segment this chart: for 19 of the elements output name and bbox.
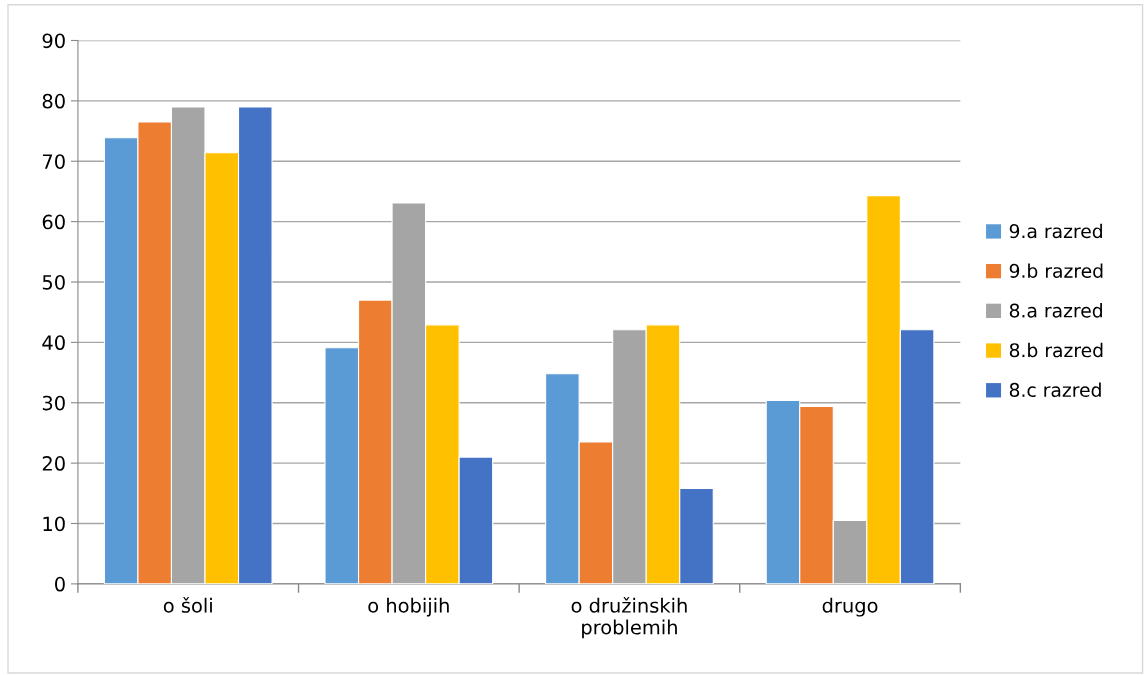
y-tick-label: 60 (42, 214, 65, 230)
x-tick-label: o hobijih (368, 597, 449, 617)
x-tick-label: o šoli (163, 596, 212, 613)
y-tick-label: 0 (55, 576, 65, 592)
legend-label: 8.b razred (1009, 342, 1103, 358)
legend-label: 8.c razred (1009, 382, 1101, 398)
legend-label: 9.a razred (1009, 223, 1102, 239)
legend-label: 8.a razred (1009, 303, 1102, 318)
y-tick-label: 40 (42, 335, 65, 351)
x-tick-label: drugo (822, 597, 878, 617)
y-tick-label: 20 (42, 456, 65, 471)
y-tick-label: 70 (42, 154, 65, 169)
y-tick-label: 80 (42, 93, 65, 109)
x-tick-label: o družinskih problemih (571, 596, 687, 639)
y-tick-label: 90 (42, 33, 65, 49)
y-tick-label: 10 (43, 516, 65, 532)
y-tick-label: 50 (42, 274, 65, 290)
y-tick-label: 30 (42, 395, 65, 411)
legend-label: 9.b razred (1009, 263, 1103, 278)
